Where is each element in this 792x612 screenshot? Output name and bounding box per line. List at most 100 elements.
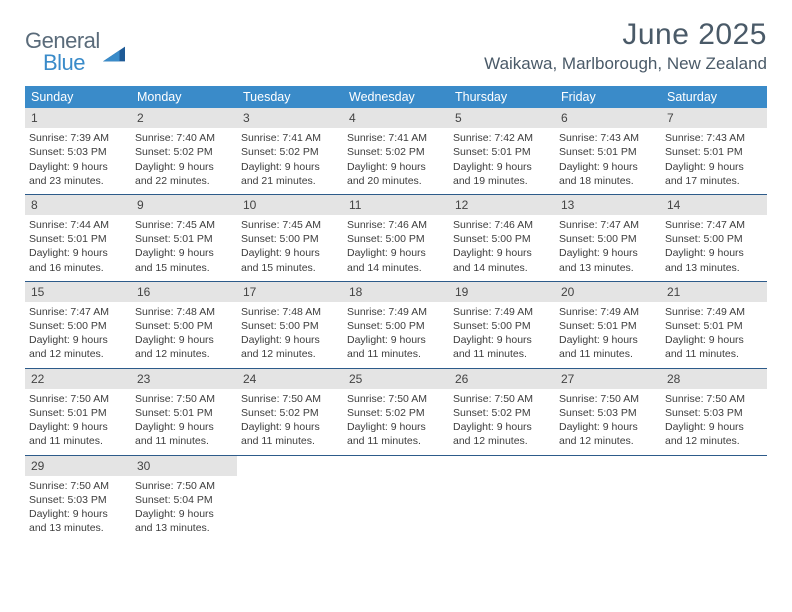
sunrise-line: Sunrise: 7:50 AM [559, 392, 657, 406]
dow-thursday: Thursday [449, 86, 555, 108]
sunrise-line: Sunrise: 7:50 AM [135, 479, 233, 493]
sunrise-line: Sunrise: 7:47 AM [559, 218, 657, 232]
calendar-cell: 5Sunrise: 7:42 AMSunset: 5:01 PMDaylight… [449, 108, 555, 194]
day1-line: Daylight: 9 hours [135, 160, 233, 174]
sunset-line: Sunset: 5:01 PM [665, 145, 763, 159]
day2-line: and 17 minutes. [665, 174, 763, 188]
day-number: 24 [237, 369, 343, 389]
calendar-cell: 13Sunrise: 7:47 AMSunset: 5:00 PMDayligh… [555, 195, 661, 281]
day-number: 28 [661, 369, 767, 389]
day-number: 6 [555, 108, 661, 128]
calendar-cell: 3Sunrise: 7:41 AMSunset: 5:02 PMDaylight… [237, 108, 343, 194]
day-number: 3 [237, 108, 343, 128]
day1-line: Daylight: 9 hours [665, 246, 763, 260]
day2-line: and 11 minutes. [29, 434, 127, 448]
day1-line: Daylight: 9 hours [135, 246, 233, 260]
sunset-line: Sunset: 5:02 PM [347, 406, 445, 420]
sunset-line: Sunset: 5:01 PM [453, 145, 551, 159]
weeks-container: 1Sunrise: 7:39 AMSunset: 5:03 PMDaylight… [25, 108, 767, 541]
calendar-cell: 16 Sunrise: 7:48 AMSunset: 5:00 PMDayligh… [131, 282, 237, 368]
day-number: 18 [343, 282, 449, 302]
sunrise-line: Sunrise: 7:44 AM [29, 218, 127, 232]
sunrise-line: Sunrise: 7:48 AM [135, 305, 233, 319]
sunset-line: Sunset: 5:03 PM [29, 145, 127, 159]
day1-line: Daylight: 9 hours [241, 333, 339, 347]
sunset-line: Sunset: 5:00 PM [347, 232, 445, 246]
day1-line: Daylight: 9 hours [665, 420, 763, 434]
sunset-line: Sunset: 5:01 PM [29, 406, 127, 420]
day2-line: and 14 minutes. [453, 261, 551, 275]
sunrise-line: Sunrise: 7:46 AM [347, 218, 445, 232]
sunset-line: Sunset: 5:02 PM [453, 406, 551, 420]
day1-line: Daylight: 9 hours [135, 420, 233, 434]
day-number: 10 [237, 195, 343, 215]
sunset-line: Sunset: 5:00 PM [135, 319, 233, 333]
day2-line: and 13 minutes. [665, 261, 763, 275]
day1-line: Daylight: 9 hours [241, 420, 339, 434]
calendar-cell [237, 456, 343, 542]
calendar-week: 15Sunrise: 7:47 AMSunset: 5:00 PMDayligh… [25, 282, 767, 369]
day1-line: Daylight: 9 hours [241, 160, 339, 174]
logo-word-blue: Blue [25, 50, 100, 76]
page-header: General Blue June 2025 Waikawa, Marlboro… [25, 18, 767, 76]
sunset-line: Sunset: 5:00 PM [241, 319, 339, 333]
sunrise-line: Sunrise: 7:39 AM [29, 131, 127, 145]
dow-wednesday: Wednesday [343, 86, 449, 108]
day1-line: Daylight: 9 hours [559, 333, 657, 347]
day-number: 17 [237, 282, 343, 302]
calendar-cell: 29Sunrise: 7:50 AMSunset: 5:03 PMDayligh… [25, 456, 131, 542]
sunset-line: Sunset: 5:03 PM [665, 406, 763, 420]
day1-line: Daylight: 9 hours [665, 160, 763, 174]
day-number: 13 [555, 195, 661, 215]
calendar-cell: 26Sunrise: 7:50 AMSunset: 5:02 PMDayligh… [449, 369, 555, 455]
calendar-cell: 15Sunrise: 7:47 AMSunset: 5:00 PMDayligh… [25, 282, 131, 368]
sunrise-line: Sunrise: 7:49 AM [559, 305, 657, 319]
sunrise-line: Sunrise: 7:49 AM [347, 305, 445, 319]
day-number: 29 [25, 456, 131, 476]
month-title: June 2025 [484, 18, 767, 52]
calendar-cell: 27Sunrise: 7:50 AMSunset: 5:03 PMDayligh… [555, 369, 661, 455]
day1-line: Daylight: 9 hours [453, 333, 551, 347]
dow-saturday: Saturday [661, 86, 767, 108]
sunrise-line: Sunrise: 7:40 AM [135, 131, 233, 145]
day1-line: Daylight: 9 hours [453, 420, 551, 434]
sunset-line: Sunset: 5:02 PM [241, 145, 339, 159]
day2-line: and 22 minutes. [135, 174, 233, 188]
calendar-cell: 28Sunrise: 7:50 AMSunset: 5:03 PMDayligh… [661, 369, 767, 455]
day2-line: and 11 minutes. [135, 434, 233, 448]
calendar-cell: 17Sunrise: 7:48 AMSunset: 5:00 PMDayligh… [237, 282, 343, 368]
day2-line: and 12 minutes. [559, 434, 657, 448]
dow-monday: Monday [131, 86, 237, 108]
day2-line: and 15 minutes. [135, 261, 233, 275]
sunrise-line: Sunrise: 7:41 AM [347, 131, 445, 145]
sunset-line: Sunset: 5:03 PM [29, 493, 127, 507]
calendar-week: 8Sunrise: 7:44 AMSunset: 5:01 PMDaylight… [25, 195, 767, 282]
sunset-line: Sunset: 5:02 PM [135, 145, 233, 159]
sunset-line: Sunset: 5:01 PM [135, 406, 233, 420]
day2-line: and 23 minutes. [29, 174, 127, 188]
sunset-line: Sunset: 5:00 PM [665, 232, 763, 246]
day-number: 8 [25, 195, 131, 215]
day-number: 19 [449, 282, 555, 302]
day1-line: Daylight: 9 hours [559, 420, 657, 434]
day1-line: Daylight: 9 hours [135, 333, 233, 347]
day2-line: and 21 minutes. [241, 174, 339, 188]
day-number: 12 [449, 195, 555, 215]
day2-line: and 20 minutes. [347, 174, 445, 188]
day2-line: and 12 minutes. [665, 434, 763, 448]
day-number: 16 [131, 282, 237, 302]
sunset-line: Sunset: 5:00 PM [29, 319, 127, 333]
day2-line: and 11 minutes. [241, 434, 339, 448]
calendar-cell: 24Sunrise: 7:50 AMSunset: 5:02 PMDayligh… [237, 369, 343, 455]
day2-line: and 13 minutes. [29, 521, 127, 535]
calendar-week: 1Sunrise: 7:39 AMSunset: 5:03 PMDaylight… [25, 108, 767, 195]
day-number: 4 [343, 108, 449, 128]
brand-logo: General Blue [25, 18, 125, 76]
day1-line: Daylight: 9 hours [347, 246, 445, 260]
sunrise-line: Sunrise: 7:46 AM [453, 218, 551, 232]
day1-line: Daylight: 9 hours [29, 333, 127, 347]
calendar-cell: 18Sunrise: 7:49 AMSunset: 5:00 PMDayligh… [343, 282, 449, 368]
day-number: 9 [131, 195, 237, 215]
day-of-week-header: Sunday Monday Tuesday Wednesday Thursday… [25, 86, 767, 108]
day-number: 21 [661, 282, 767, 302]
